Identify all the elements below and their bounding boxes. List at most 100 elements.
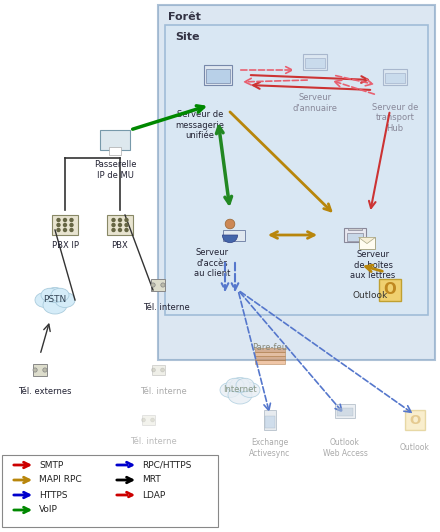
Bar xyxy=(265,417,275,428)
Bar xyxy=(224,229,246,240)
Circle shape xyxy=(70,223,73,227)
Circle shape xyxy=(225,219,235,229)
Bar xyxy=(347,233,363,240)
Text: Serveur
d'annuaire: Serveur d'annuaire xyxy=(293,93,337,113)
Bar xyxy=(142,415,154,425)
Text: Tél. externes: Tél. externes xyxy=(18,387,72,396)
Circle shape xyxy=(63,219,66,221)
Circle shape xyxy=(125,219,128,221)
Bar xyxy=(348,228,362,230)
Circle shape xyxy=(43,368,47,372)
Text: Passerelle
IP de MU: Passerelle IP de MU xyxy=(94,160,136,180)
Bar xyxy=(158,5,435,360)
Bar xyxy=(305,58,325,68)
Circle shape xyxy=(63,229,66,231)
Circle shape xyxy=(112,219,115,221)
Circle shape xyxy=(57,229,60,231)
Bar xyxy=(255,360,286,364)
Text: O: O xyxy=(384,282,396,297)
Bar xyxy=(255,348,286,352)
Circle shape xyxy=(57,219,60,221)
Text: Tél. interne: Tél. interne xyxy=(139,387,187,396)
Text: HTTPS: HTTPS xyxy=(39,491,67,500)
Text: PSTN: PSTN xyxy=(44,295,66,304)
Circle shape xyxy=(57,223,60,227)
Bar xyxy=(151,279,165,290)
Text: SMTP: SMTP xyxy=(39,461,63,470)
Circle shape xyxy=(112,229,115,231)
Text: Site: Site xyxy=(175,32,199,42)
Circle shape xyxy=(118,229,121,231)
Text: Outlook
Web Access: Outlook Web Access xyxy=(323,438,367,458)
Text: PBX IP: PBX IP xyxy=(51,240,78,250)
Text: MRT: MRT xyxy=(142,476,161,485)
Text: PBX: PBX xyxy=(112,240,128,250)
Bar xyxy=(264,410,276,430)
Text: Exchange
Activesync: Exchange Activesync xyxy=(249,438,291,458)
Circle shape xyxy=(125,223,128,227)
Text: Internet: Internet xyxy=(223,386,257,395)
Text: Tél. interne: Tél. interne xyxy=(143,303,189,312)
Text: MAPI RPC: MAPI RPC xyxy=(39,476,82,485)
Bar xyxy=(303,54,326,70)
Bar xyxy=(109,147,121,155)
Text: Serveur
d'accès
au client: Serveur d'accès au client xyxy=(194,248,230,278)
Text: Serveur
de boîtes
aux lettres: Serveur de boîtes aux lettres xyxy=(350,250,396,280)
Ellipse shape xyxy=(236,378,254,392)
Ellipse shape xyxy=(230,378,250,393)
Circle shape xyxy=(118,223,121,227)
Circle shape xyxy=(70,229,73,231)
Bar xyxy=(344,228,366,242)
Bar xyxy=(383,69,407,85)
Bar xyxy=(335,404,355,418)
Circle shape xyxy=(150,418,154,422)
Ellipse shape xyxy=(220,383,240,397)
Bar xyxy=(107,215,133,235)
Circle shape xyxy=(112,223,115,227)
Bar xyxy=(205,69,230,83)
Bar xyxy=(204,65,232,85)
Ellipse shape xyxy=(55,293,75,307)
Circle shape xyxy=(70,219,73,221)
Text: Tél. interne: Tél. interne xyxy=(130,437,176,446)
Ellipse shape xyxy=(228,386,252,404)
Polygon shape xyxy=(359,237,375,244)
Text: Forêt: Forêt xyxy=(168,12,201,22)
Ellipse shape xyxy=(240,383,260,397)
Circle shape xyxy=(151,368,155,372)
Ellipse shape xyxy=(51,288,69,302)
Bar xyxy=(337,408,352,416)
Text: Serveur de
messagerie
unifiée: Serveur de messagerie unifiée xyxy=(176,110,224,140)
Text: O: O xyxy=(409,413,421,427)
Ellipse shape xyxy=(226,378,244,392)
Circle shape xyxy=(125,229,128,231)
Bar xyxy=(405,410,425,430)
Bar xyxy=(255,356,286,360)
Text: Pare-feu: Pare-feu xyxy=(253,343,288,352)
Ellipse shape xyxy=(41,288,59,302)
Circle shape xyxy=(63,223,66,227)
Bar xyxy=(52,215,78,235)
Bar xyxy=(255,352,286,356)
Bar xyxy=(379,279,401,301)
Text: Serveur de
transport
Hub: Serveur de transport Hub xyxy=(372,103,418,133)
Ellipse shape xyxy=(35,293,55,307)
Bar xyxy=(165,25,428,315)
Wedge shape xyxy=(222,235,238,243)
Bar xyxy=(385,73,405,83)
Text: VoIP: VoIP xyxy=(39,505,58,514)
Bar xyxy=(2,455,218,527)
Bar xyxy=(33,364,47,376)
Text: LDAP: LDAP xyxy=(142,491,165,500)
Circle shape xyxy=(118,219,121,221)
Circle shape xyxy=(142,418,145,422)
Text: Outlook: Outlook xyxy=(352,290,388,300)
Ellipse shape xyxy=(45,287,65,303)
Circle shape xyxy=(161,283,165,287)
Text: Outlook: Outlook xyxy=(400,444,430,453)
Text: RPC/HTTPS: RPC/HTTPS xyxy=(142,461,191,470)
Bar xyxy=(99,130,130,150)
Circle shape xyxy=(161,368,165,372)
Circle shape xyxy=(33,368,37,372)
Circle shape xyxy=(151,283,155,287)
